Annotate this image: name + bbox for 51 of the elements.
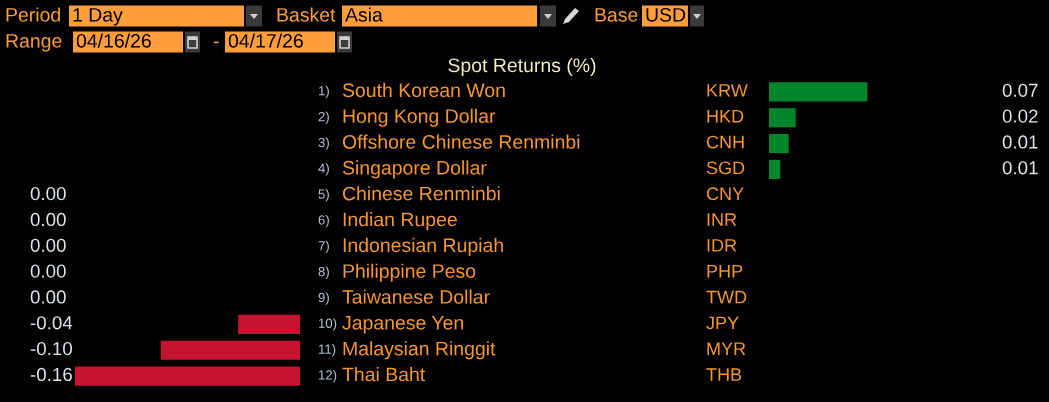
data-label: -0.10: [30, 342, 72, 356]
text: Spot Returns (%): [448, 57, 596, 77]
y-tick-label: 10) Japanese Yen: [319, 316, 463, 334]
text: Base: [595, 8, 638, 22]
y-tick-label: 12) Thai Baht: [319, 367, 426, 383]
data-label: 0.00: [30, 212, 66, 227]
y-tick-label: HKD: [707, 110, 744, 123]
data-label: 0.00: [30, 290, 66, 304]
bar: [769, 108, 796, 128]
bar: [769, 159, 781, 179]
data-label: 0.01: [1002, 161, 1038, 175]
data-label: 0.01: [1002, 135, 1038, 149]
y-tick-label: CNH: [706, 135, 744, 149]
text: 1 Day: [73, 8, 123, 26]
bar: [769, 82, 868, 102]
y-tick-label: 5) Chinese Renminbi: [318, 186, 500, 202]
data-label: 0.02: [1002, 109, 1038, 123]
y-tick-label: 3) Offshore Chinese Renminbi: [318, 134, 580, 150]
text: Range: [6, 34, 62, 52]
y-tick-label: IDR: [707, 239, 737, 252]
text: 04/16/26: [76, 33, 151, 48]
y-tick-label: 2) Hong Kong Dollar: [318, 108, 496, 127]
data-label: 0.00: [30, 187, 66, 201]
y-tick-label: CNY: [706, 187, 744, 201]
data-label: 0.00: [30, 264, 66, 278]
data-label: 0.07: [1002, 83, 1038, 97]
text: 04/17/26: [228, 33, 303, 48]
y-tick-label: PHP: [707, 265, 743, 278]
y-tick-label: MYR: [707, 342, 746, 355]
y-tick-label: 9) Taiwanese Dollar: [318, 289, 490, 305]
y-tick-label: KRW: [707, 84, 748, 97]
y-tick-label: SGD: [706, 161, 745, 175]
data-label: -0.16: [30, 367, 72, 382]
y-tick-label: 11) Malaysian Ringgit: [319, 341, 496, 360]
y-tick-label: 1) South Korean Won: [319, 82, 505, 99]
text: Asia: [345, 7, 383, 22]
y-tick-label: 7) Indonesian Rupiah: [318, 237, 503, 256]
bar: [769, 134, 789, 154]
y-tick-label: INR: [707, 213, 737, 226]
text: -: [213, 41, 219, 44]
data-label: 0.00: [30, 238, 66, 252]
y-tick-label: 4) Singapore Dollar: [318, 160, 487, 179]
y-tick-label: THB: [706, 368, 742, 381]
text: Period: [6, 7, 60, 22]
y-tick-label: 8) Philippine Peso: [318, 263, 476, 282]
y-tick-label: 6) Indian Rupee: [318, 212, 457, 231]
text: Basket: [277, 7, 336, 22]
y-tick-label: TWD: [706, 290, 747, 304]
y-tick-label: JPY: [706, 316, 739, 330]
data-label: -0.04: [30, 316, 73, 330]
text: USD: [646, 7, 686, 22]
